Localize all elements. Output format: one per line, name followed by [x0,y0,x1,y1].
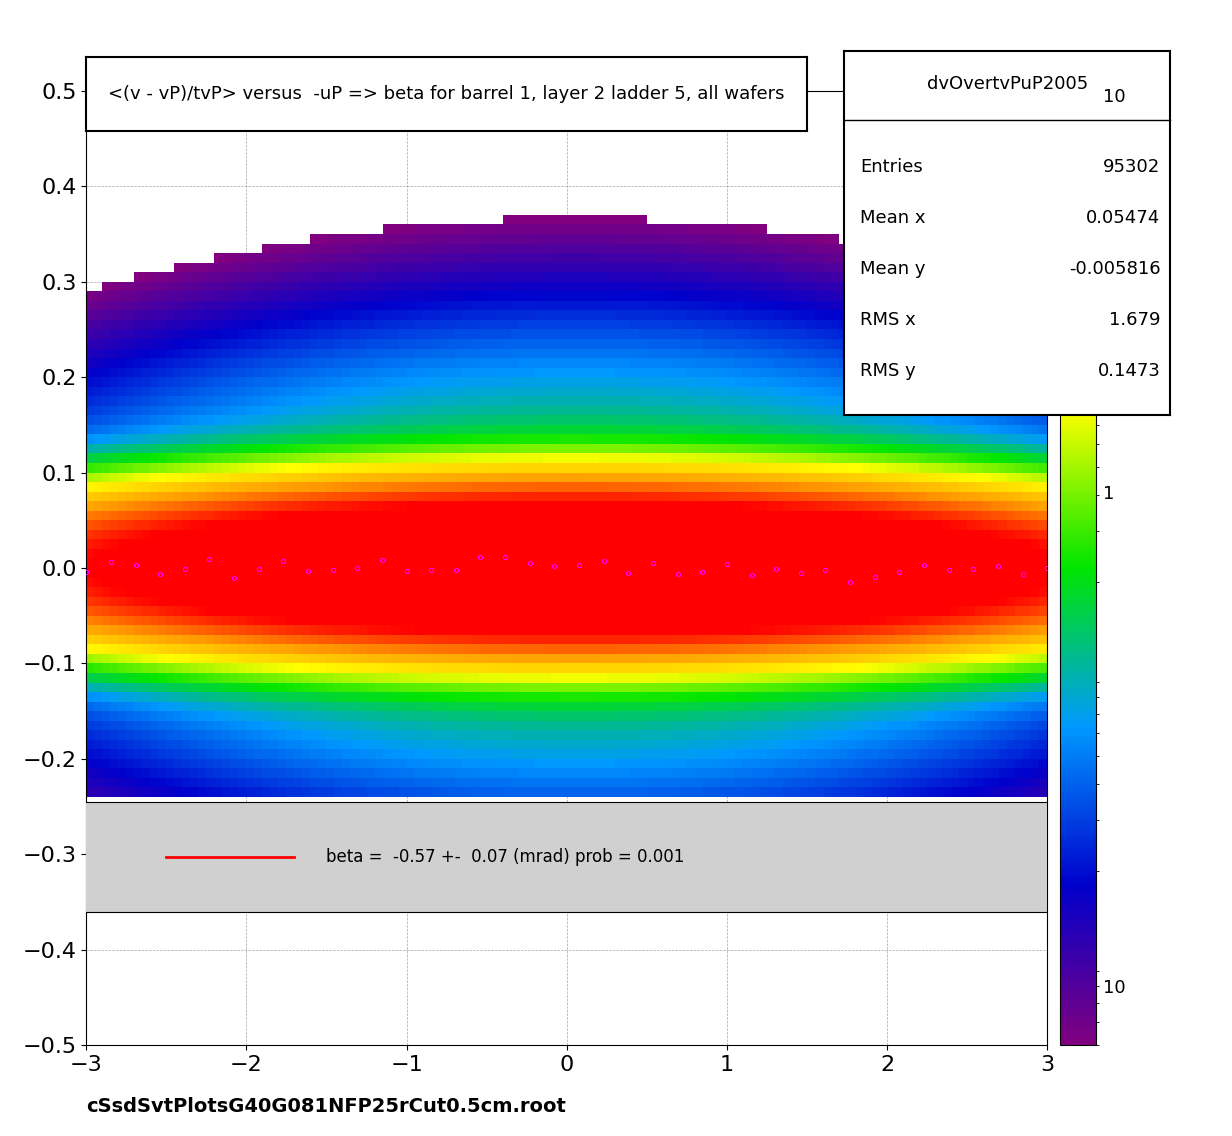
Text: cSsdSvtPlotsG40G081NFP25rCut0.5cm.root: cSsdSvtPlotsG40G081NFP25rCut0.5cm.root [86,1096,567,1116]
Text: <(v - vP)/tvP> versus  -uP => beta for barrel 1, layer 2 ladder 5, all wafers: <(v - vP)/tvP> versus -uP => beta for ba… [108,85,785,102]
Text: -0.005816: -0.005816 [1069,260,1161,278]
Text: dvOvertvPuP2005: dvOvertvPuP2005 [926,75,1088,93]
Text: 1: 1 [1103,485,1114,503]
Text: 1.679: 1.679 [1109,311,1161,329]
Text: Entries: Entries [860,158,923,176]
Text: RMS x: RMS x [860,311,917,329]
Text: 10: 10 [1103,87,1125,106]
Text: beta =  -0.57 +-  0.07 (mrad) prob = 0.001: beta = -0.57 +- 0.07 (mrad) prob = 0.001 [326,847,685,866]
Text: 95302: 95302 [1104,158,1161,176]
Text: Mean y: Mean y [860,260,925,278]
Text: 0.05474: 0.05474 [1087,209,1161,227]
Text: RMS y: RMS y [860,362,917,381]
Text: Mean x: Mean x [860,209,925,227]
Bar [86,802,1047,911]
Text: 10: 10 [1103,979,1125,997]
Text: 0.1473: 0.1473 [1098,362,1161,381]
